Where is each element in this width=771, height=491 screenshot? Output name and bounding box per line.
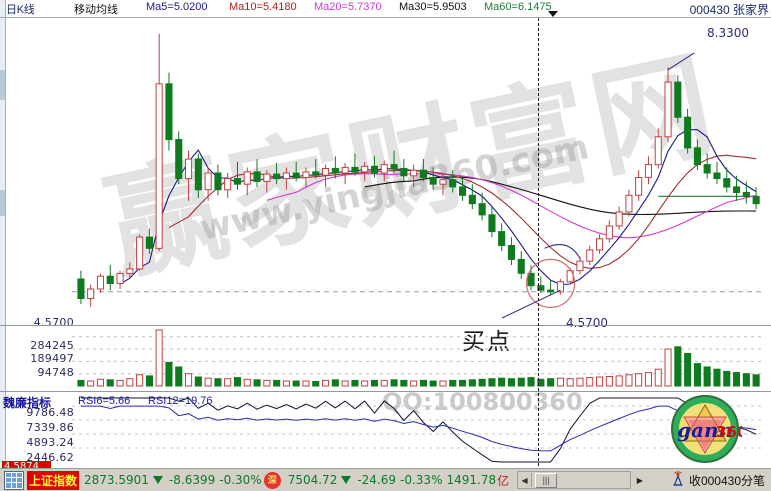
volume-chart-canvas[interactable] [6, 326, 771, 388]
horizontal-scrollbar[interactable]: ◀ ||| [517, 471, 632, 489]
status-bar: 上证指数 2873.5901 -8.6399 -0.30% 深 7504.72 … [0, 468, 771, 491]
buy-point-annotation: 买点 [462, 329, 512, 355]
crosshair-vertical-line [538, 18, 539, 466]
rsi6-readout: RSI6=5.66 [78, 395, 131, 407]
scroll-left-arrow-icon[interactable]: ◀ [518, 473, 533, 487]
ma20-readout: Ma20=5.7370 [314, 1, 382, 13]
index-name-badge[interactable]: 上证指数 [27, 470, 80, 490]
price-volume-separator [0, 325, 771, 326]
indicator-axis-label-1: 7339.86 [26, 421, 74, 434]
volume-axis-label-2: 94748 [37, 366, 74, 379]
svg-text:gann: gann [677, 418, 733, 442]
svg-text:360: 360 [716, 423, 742, 441]
ma60-readout: Ma60=6.1475 [484, 1, 552, 13]
chart-type-label[interactable]: 日K线 [6, 4, 35, 16]
triangle-down-icon [152, 476, 163, 484]
ma30-readout: Ma30=5.9503 [399, 1, 467, 13]
market-seal-icon: 深 [263, 471, 281, 489]
index2-change: -24.69 [357, 473, 397, 487]
indicator-axis-label-0: 9786.48 [26, 406, 74, 419]
left-scroll-rail[interactable] [0, 0, 6, 466]
index-change: -8.6399 [168, 473, 216, 487]
scrollbar-thumb[interactable]: ||| [535, 472, 558, 488]
header-separator [0, 17, 771, 18]
index-value: 2873.5901 [84, 473, 149, 487]
turnover-unit: 亿 [497, 473, 510, 488]
chart-header: 日K线 移动均线 Ma5=5.0200 Ma10=5.4180 Ma20=5.7… [6, 0, 771, 17]
indicator-axis-label-2: 4893.24 [26, 436, 74, 449]
scroll-right-arrow-icon[interactable]: ▶ [636, 475, 643, 485]
index2-percent: -0.33% [400, 473, 443, 487]
volume-axis-label-0: 284245 [30, 339, 74, 352]
status-bar-right: ▶ 收000430分笔 [637, 471, 771, 489]
gann360-logo: gann 360 [671, 395, 742, 463]
indicator-axis-label-3: 2446.62 [26, 451, 74, 464]
left-rail-thumb-top[interactable] [0, 70, 5, 100]
connection-status: 收000430分笔 [688, 473, 765, 488]
stock-title: 000430 张家界 [689, 3, 769, 17]
grid-icon[interactable] [4, 470, 24, 490]
ma5-readout: Ma5=5.0200 [146, 1, 208, 13]
chevron-down-icon[interactable] [548, 11, 558, 17]
volume-indicator-separator [0, 391, 771, 392]
support-price-tag: 4.5700 [566, 316, 608, 330]
turnover-value: 1491.78 [446, 473, 497, 487]
antenna-icon [671, 471, 685, 489]
indicator-title[interactable]: 魏廉指标 [3, 396, 52, 410]
rsi12-readout: RSI12=19.76 [148, 395, 213, 407]
ma-group-label: 移动均线 [74, 4, 118, 16]
triangle-down-icon-2 [341, 476, 352, 484]
ma10-readout: Ma10=5.4180 [229, 1, 297, 13]
index2-value: 7504.72 [287, 473, 338, 487]
left-rail-thumb-mid[interactable] [0, 190, 5, 216]
indicator-chart-canvas[interactable] [6, 392, 771, 466]
price-chart-canvas[interactable] [6, 18, 771, 323]
index-percent: -0.30% [219, 473, 262, 487]
volume-axis-label-1: 189497 [30, 352, 74, 365]
last-price-tag: 8.3300 [707, 26, 749, 40]
